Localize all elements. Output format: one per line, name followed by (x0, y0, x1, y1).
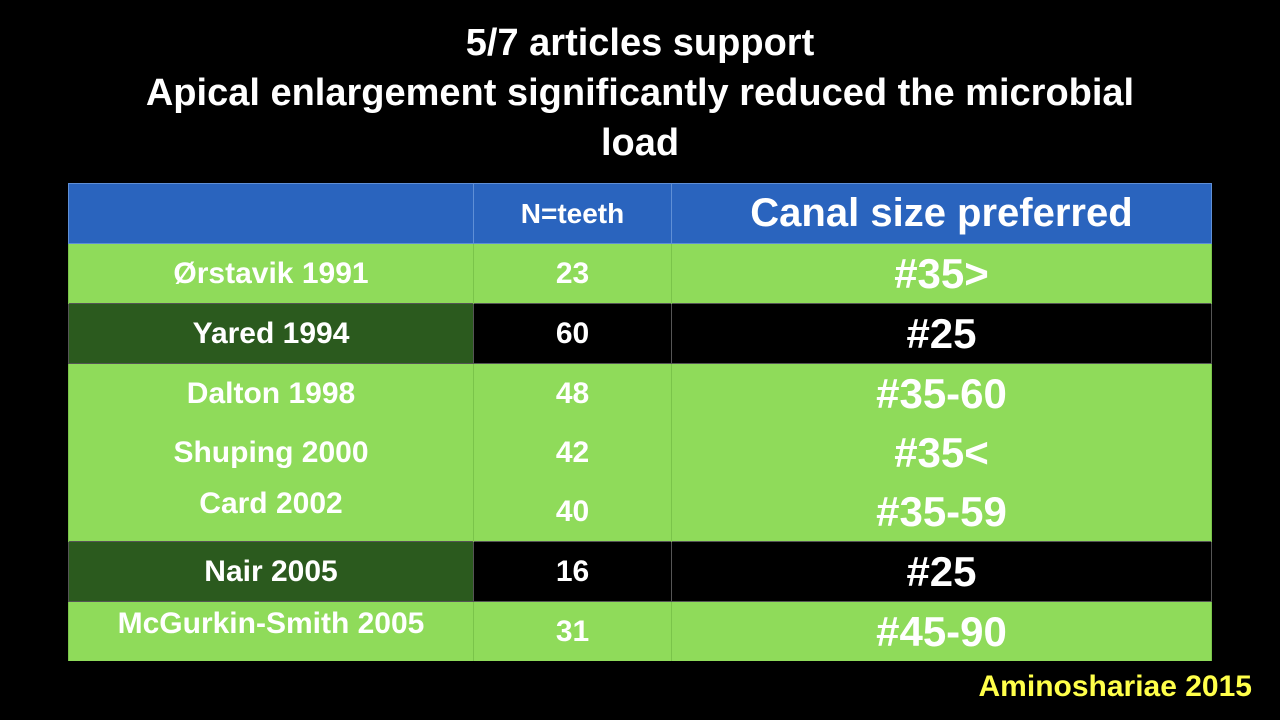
canal-size: #25 (671, 303, 1212, 364)
teeth-count: 60 (473, 303, 672, 364)
header-n-teeth: N=teeth (473, 183, 672, 244)
header-canal-size: Canal size preferred (671, 183, 1212, 244)
title-line-3: load (600, 122, 680, 164)
study-name: McGurkin-Smith 2005 (68, 601, 474, 661)
study-name: Nair 2005 (68, 541, 474, 602)
teeth-count: 16 (473, 541, 672, 602)
title-line-2: Apical enlargement significantly reduced… (145, 72, 1135, 114)
header-study (68, 183, 474, 244)
canal-size: #35-59 (671, 482, 1212, 542)
study-name: Card 2002 (68, 482, 474, 542)
teeth-count: 40 (473, 482, 672, 542)
table-row: Dalton 1998 48 #35-60 (68, 363, 1212, 423)
study-name-text: Card 2002 (199, 486, 343, 520)
study-name: Shuping 2000 (68, 423, 474, 482)
canal-size: #35-60 (671, 363, 1212, 423)
canal-size: #35> (671, 243, 1212, 304)
teeth-count: 48 (473, 363, 672, 423)
table-row: McGurkin-Smith 2005 31 #45-90 (68, 601, 1212, 661)
title-line-1: 5/7 articles support (465, 22, 815, 64)
table-row: Yared 1994 60 #25 (68, 303, 1212, 364)
table-row: Card 2002 40 #35-59 (68, 482, 1212, 542)
study-name: Dalton 1998 (68, 363, 474, 423)
studies-table: N=teeth Canal size preferred Ørstavik 19… (68, 183, 1212, 661)
teeth-count: 23 (473, 243, 672, 304)
study-name: Yared 1994 (68, 303, 474, 364)
table-row: Shuping 2000 42 #35< (68, 423, 1212, 482)
table-header-row: N=teeth Canal size preferred (68, 183, 1212, 244)
teeth-count: 31 (473, 601, 672, 661)
teeth-count: 42 (473, 423, 672, 482)
table-row: Nair 2005 16 #25 (68, 541, 1212, 602)
slide-title: 5/7 articles support Apical enlargement … (40, 18, 1240, 168)
citation-label: Aminoshariae 2015 (978, 670, 1252, 703)
study-name-text: McGurkin-Smith 2005 (117, 606, 425, 640)
study-name: Ørstavik 1991 (68, 243, 474, 304)
table-row: Ørstavik 1991 23 #35> (68, 243, 1212, 304)
canal-size: #45-90 (671, 601, 1212, 661)
canal-size: #25 (671, 541, 1212, 602)
canal-size: #35< (671, 423, 1212, 482)
